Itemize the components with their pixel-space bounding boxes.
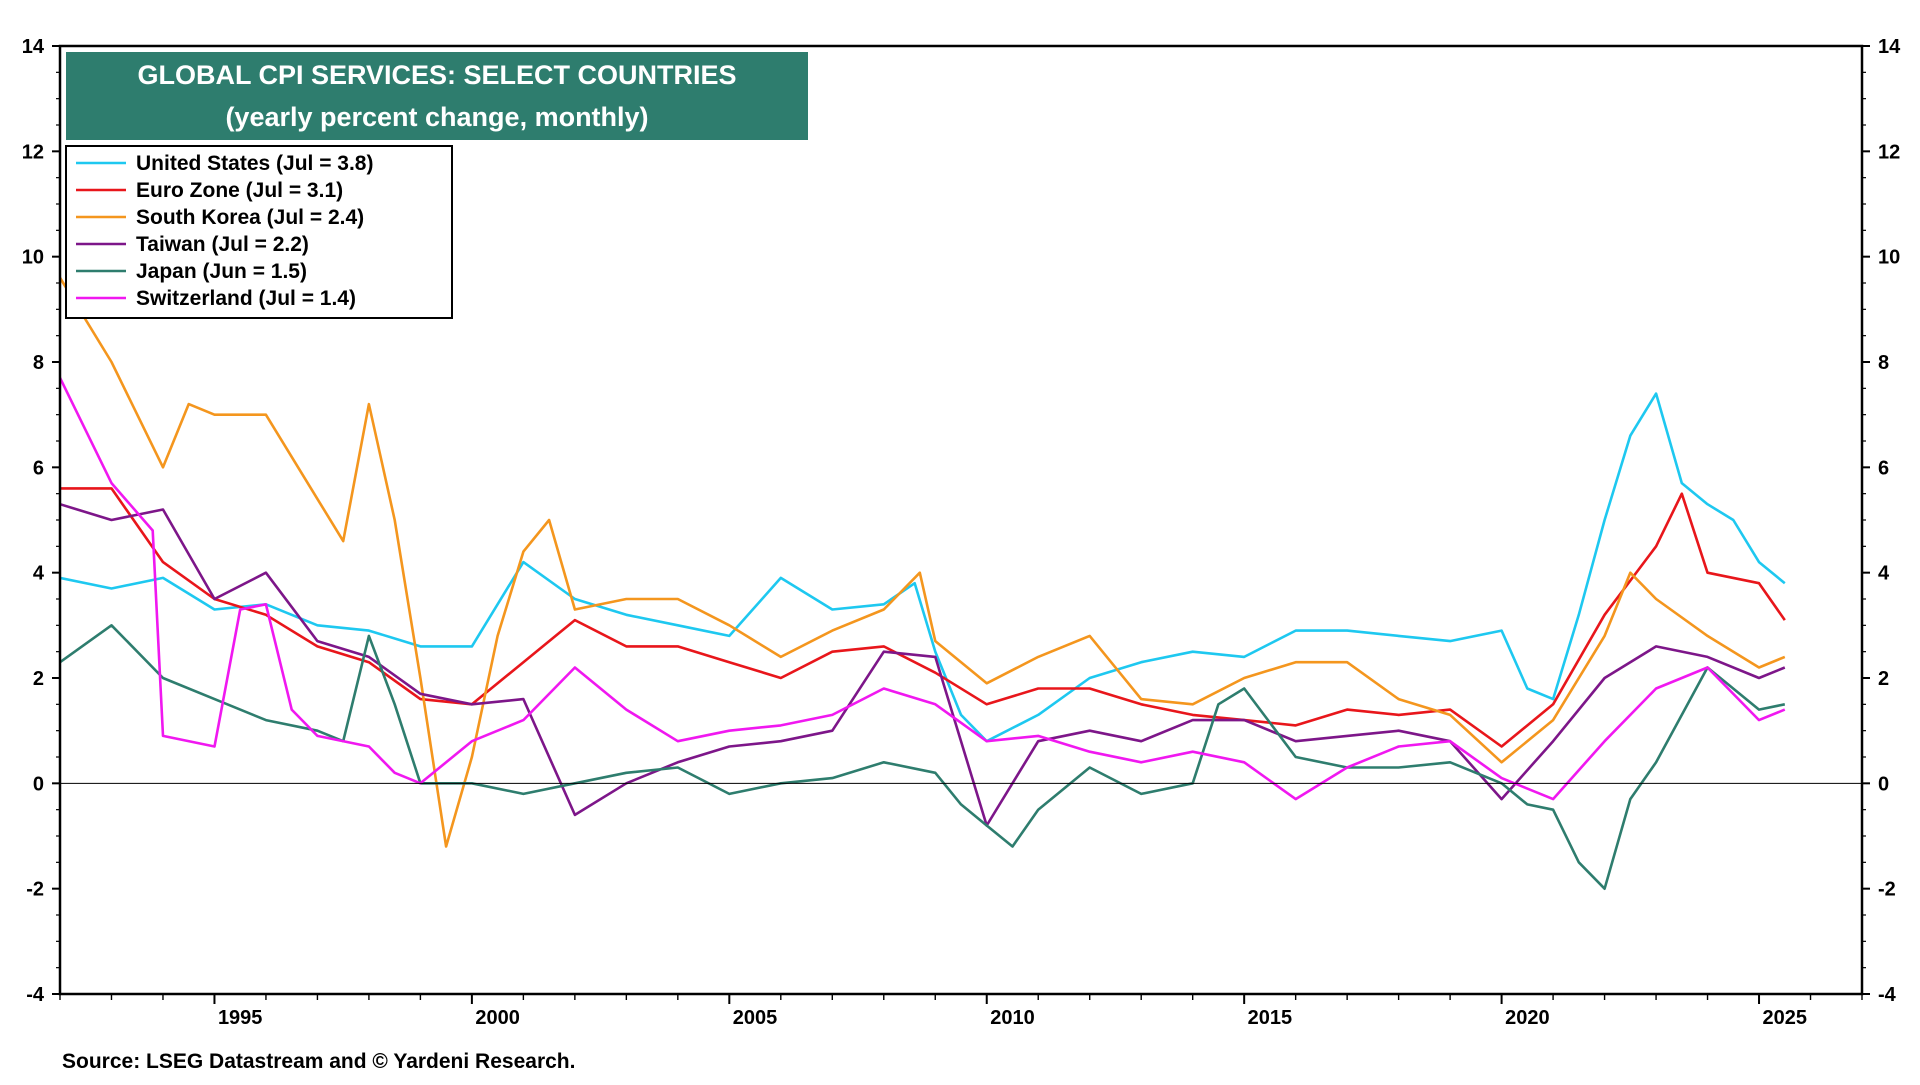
legend-label-5: Switzerland (Jul = 1.4) <box>136 287 356 310</box>
y-tick-label-right: -2 <box>1878 879 1896 901</box>
y-tick-label-right: 0 <box>1878 773 1889 795</box>
legend-label-1: Euro Zone (Jul = 3.1) <box>136 179 343 202</box>
series-layer <box>60 277 1786 891</box>
y-tick-label-left: 0 <box>33 773 44 795</box>
axes-layer: -4 -4 -2 -2 0 0 2 2 4 4 6 6 8 8 10 10 12 12 14 14 1995 2000 20… <box>22 36 1901 1029</box>
y-tick-label-right: 10 <box>1878 247 1900 269</box>
y-tick-label-left: 4 <box>33 563 45 585</box>
source-note: Source: LSEG Datastream and © Yardeni Re… <box>62 1050 575 1073</box>
series-line-5 <box>60 377 1786 801</box>
series-line-0 <box>60 392 1786 743</box>
x-tick-label: 2010 <box>990 1007 1035 1029</box>
y-tick-label-right: 6 <box>1878 457 1889 479</box>
y-tick-label-left: 6 <box>33 457 44 479</box>
y-tick-label-left: 14 <box>22 36 45 58</box>
x-tick-label: 2015 <box>1248 1007 1293 1029</box>
x-tick-label: 2025 <box>1763 1007 1808 1029</box>
legend-label-2: South Korea (Jul = 2.4) <box>136 206 364 229</box>
series-line-1 <box>60 487 1786 748</box>
y-tick-label-left: -2 <box>26 879 44 901</box>
title-background <box>66 52 808 140</box>
y-tick-label-left: 8 <box>33 352 44 374</box>
x-tick-label: 2020 <box>1505 1007 1550 1029</box>
y-tick-label-right: -4 <box>1878 984 1897 1006</box>
y-tick-label-right: 2 <box>1878 668 1889 690</box>
y-tick-label-right: 14 <box>1878 36 1901 58</box>
chart-subtitle: (yearly percent change, monthly) <box>225 102 648 132</box>
series-line-3 <box>60 502 1786 827</box>
series-line-2 <box>60 277 1786 848</box>
x-tick-label: 1995 <box>218 1007 263 1029</box>
y-tick-label-left: 10 <box>22 247 44 269</box>
chart-title: GLOBAL CPI SERVICES: SELECT COUNTRIES <box>137 60 736 90</box>
legend-frame <box>65 145 453 319</box>
y-tick-label-right: 8 <box>1878 352 1889 374</box>
y-tick-label-right: 4 <box>1878 563 1890 585</box>
y-tick-label-left: 12 <box>22 141 44 163</box>
legend: United States (Jul = 3.8) Euro Zone (Jul … <box>65 145 453 319</box>
legend-label-0: United States (Jul = 3.8) <box>136 152 373 175</box>
y-tick-label-left: -4 <box>26 984 45 1006</box>
title-box: GLOBAL CPI SERVICES: SELECT COUNTRIES (y… <box>66 52 808 140</box>
legend-label-3: Taiwan (Jul = 2.2) <box>136 233 309 256</box>
x-tick-label: 2000 <box>475 1007 520 1029</box>
legend-label-4: Japan (Jun = 1.5) <box>136 260 307 283</box>
y-tick-label-right: 12 <box>1878 141 1900 163</box>
series-line-4 <box>60 623 1786 891</box>
y-tick-label-left: 2 <box>33 668 44 690</box>
x-tick-label: 2005 <box>733 1007 778 1029</box>
